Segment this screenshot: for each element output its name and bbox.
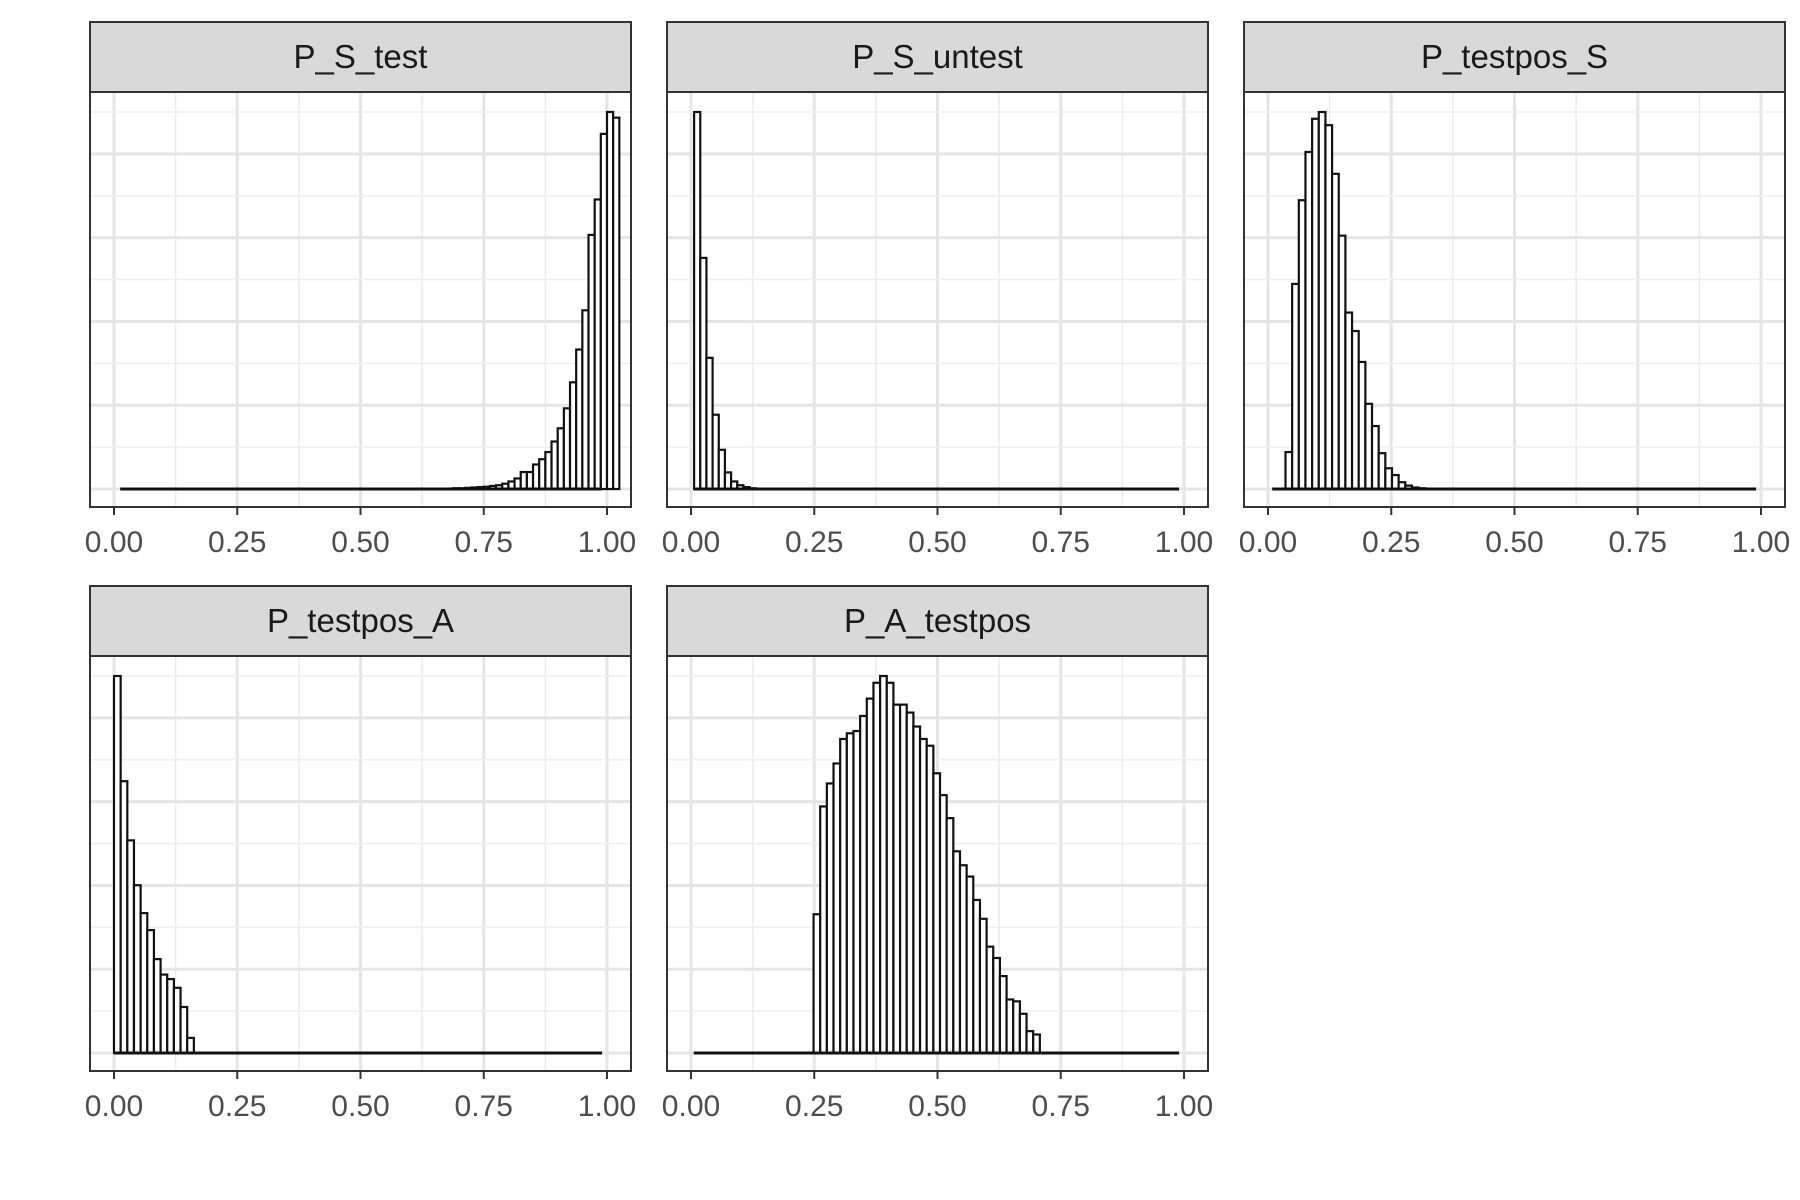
- facet-panels: P_S_test 0.00 0.25 0.50 0.75 1.00 P_S_untest 0.…: [85, 21, 1790, 1123]
- x-tick-label: 1.00: [1155, 1090, 1213, 1123]
- panel-P_testpos_S: P_testpos_S 0.00 0.25 0.50 0.75 1.00: [1239, 21, 1790, 559]
- facet-strip: [666, 21, 1209, 93]
- facet-strip: [89, 21, 632, 93]
- histogram-bars: [120, 110, 621, 491]
- x-tick-label: 1.00: [1732, 526, 1790, 559]
- x-axis: 0.00 0.25 0.50 0.75 1.00: [662, 507, 1213, 559]
- x-tick-label: 0.50: [1485, 526, 1543, 559]
- panel-P_S_test: P_S_test 0.00 0.25 0.50 0.75 1.00: [85, 21, 636, 559]
- x-tick-label: 0.50: [331, 526, 389, 559]
- gridlines: [667, 92, 1208, 507]
- histogram-bars: [693, 674, 1180, 1055]
- x-axis: 0.00 0.25 0.50 0.75 1.00: [662, 1071, 1213, 1123]
- x-tick-label: 0.25: [208, 1090, 266, 1123]
- x-tick-label: 0.75: [1609, 526, 1667, 559]
- histogram-bars: [1272, 110, 1757, 491]
- x-tick-label: 0.25: [1362, 526, 1420, 559]
- facet-title: P_S_untest: [852, 38, 1023, 75]
- x-tick-label: 1.00: [578, 526, 636, 559]
- facet-title: P_A_testpos: [844, 602, 1031, 639]
- histogram-bar: [612, 116, 621, 491]
- x-tick-label: 0.00: [662, 1090, 720, 1123]
- x-tick-label: 0.75: [1032, 1090, 1090, 1123]
- histogram-bars: [112, 674, 603, 1055]
- x-tick-label: 0.25: [208, 526, 266, 559]
- x-axis: 0.00 0.25 0.50 0.75 1.00: [85, 507, 636, 559]
- panel-P_S_untest: P_S_untest 0.00 0.25 0.50 0.75 1.00: [662, 21, 1213, 559]
- x-tick-label: 0.00: [662, 526, 720, 559]
- x-axis: 0.00 0.25 0.50 0.75 1.00: [1239, 507, 1790, 559]
- x-tick-label: 0.50: [908, 526, 966, 559]
- x-tick-label: 0.00: [85, 1090, 143, 1123]
- facet-title: P_testpos_S: [1421, 38, 1608, 75]
- x-tick-label: 0.50: [908, 1090, 966, 1123]
- facet-strip: [1243, 21, 1786, 93]
- histogram-bars: [693, 110, 1180, 491]
- x-tick-label: 0.00: [85, 526, 143, 559]
- x-tick-label: 0.00: [1239, 526, 1297, 559]
- x-tick-label: 0.75: [455, 1090, 513, 1123]
- x-tick-label: 1.00: [578, 1090, 636, 1123]
- x-tick-label: 0.50: [331, 1090, 389, 1123]
- histogram-bar: [1032, 1033, 1041, 1055]
- x-tick-label: 0.75: [1032, 526, 1090, 559]
- facet-title: P_S_test: [294, 38, 428, 75]
- panel-P_testpos_A: P_testpos_A 0.00 0.25 0.50 0.75 1.00: [85, 585, 636, 1123]
- x-tick-label: 0.25: [785, 1090, 843, 1123]
- x-tick-label: 0.25: [785, 526, 843, 559]
- panel-P_A_testpos: P_A_testpos 0.00 0.25 0.50 0.75 1.00: [662, 585, 1213, 1123]
- x-tick-label: 1.00: [1155, 526, 1213, 559]
- x-axis: 0.00 0.25 0.50 0.75 1.00: [85, 1071, 636, 1123]
- x-tick-label: 0.75: [455, 526, 513, 559]
- facet-title: P_testpos_A: [267, 602, 454, 639]
- histogram-bar: [186, 1036, 195, 1055]
